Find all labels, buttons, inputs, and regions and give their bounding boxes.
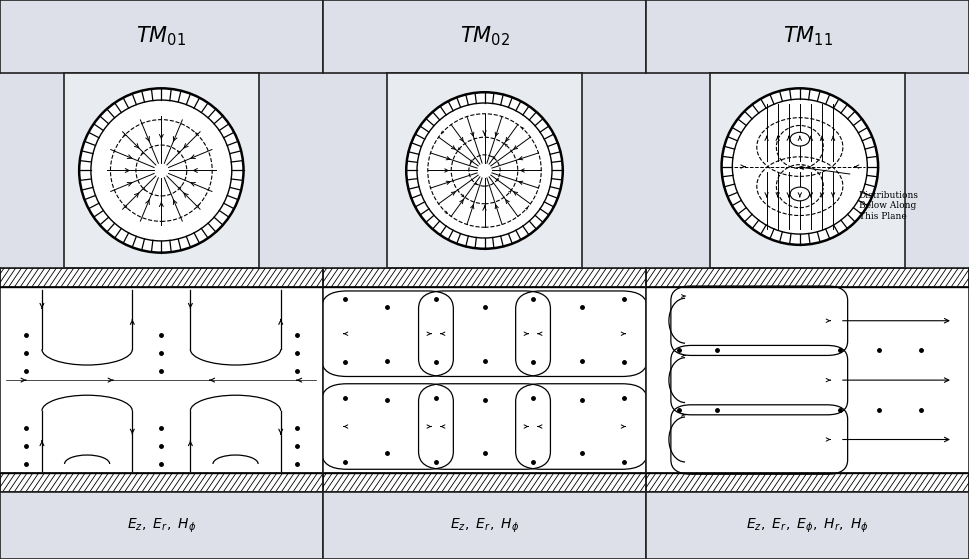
Bar xyxy=(0,473,323,492)
Text: $TM_{02}$: $TM_{02}$ xyxy=(459,25,510,48)
Bar xyxy=(323,287,646,473)
Bar xyxy=(646,287,969,473)
Wedge shape xyxy=(722,88,878,245)
Circle shape xyxy=(417,103,552,238)
Circle shape xyxy=(733,99,867,234)
Bar xyxy=(646,473,969,492)
Bar xyxy=(323,268,646,287)
Text: $TM_{01}$: $TM_{01}$ xyxy=(137,25,186,48)
Ellipse shape xyxy=(790,187,810,201)
Text: Distributions
Below Along
This Plane: Distributions Below Along This Plane xyxy=(859,191,919,221)
Text: $E_z,\ E_r,\ E_\phi,\ H_r,\ H_\phi$: $E_z,\ E_r,\ E_\phi,\ H_r,\ H_\phi$ xyxy=(746,517,869,534)
Bar xyxy=(323,473,646,492)
Circle shape xyxy=(91,100,232,241)
Bar xyxy=(0,287,323,473)
Bar xyxy=(646,268,969,287)
Text: $E_z,\ E_r,\ H_\phi$: $E_z,\ E_r,\ H_\phi$ xyxy=(450,517,519,534)
Wedge shape xyxy=(79,88,243,253)
Wedge shape xyxy=(406,92,563,249)
Ellipse shape xyxy=(790,132,810,146)
Text: $E_z,\ E_r,\ H_\phi$: $E_z,\ E_r,\ H_\phi$ xyxy=(127,517,196,534)
Text: $TM_{11}$: $TM_{11}$ xyxy=(783,25,832,48)
Bar xyxy=(0,268,323,287)
